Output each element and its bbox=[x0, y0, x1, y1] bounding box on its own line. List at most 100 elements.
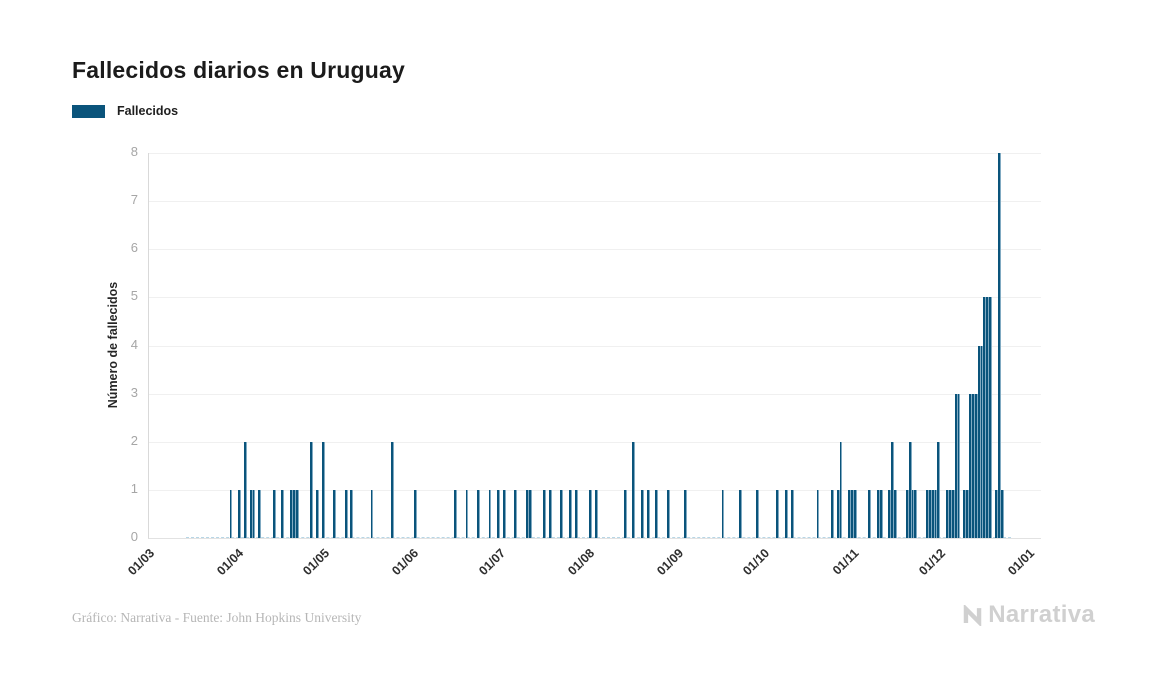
bar-day-168[interactable] bbox=[632, 441, 636, 538]
bar-day-288[interactable] bbox=[977, 345, 981, 538]
bar-day-259[interactable] bbox=[894, 489, 898, 538]
bar-day-165[interactable] bbox=[623, 489, 627, 538]
bar-day-155[interactable] bbox=[595, 489, 598, 538]
bar-day-223[interactable] bbox=[790, 489, 794, 538]
bar-day-131[interactable] bbox=[525, 489, 529, 538]
bar-day-153[interactable] bbox=[589, 489, 593, 538]
bar-day-132[interactable] bbox=[528, 489, 532, 538]
bar-day-50[interactable] bbox=[292, 489, 296, 538]
bar-day-137[interactable] bbox=[543, 489, 547, 538]
bar-day-244[interactable] bbox=[851, 489, 854, 538]
bar-day-264[interactable] bbox=[908, 441, 912, 538]
bar-day-239[interactable] bbox=[836, 489, 840, 538]
bar-day-289[interactable] bbox=[980, 345, 984, 538]
bar-day-257[interactable] bbox=[888, 489, 892, 538]
bar-day-278[interactable] bbox=[948, 489, 952, 538]
bar-day-64[interactable] bbox=[333, 489, 337, 538]
bar-day-291[interactable] bbox=[986, 297, 990, 538]
source-credit: Gráfico: Narrativa - Fuente: John Hopkin… bbox=[72, 610, 362, 625]
bar-day-114[interactable] bbox=[477, 489, 480, 538]
bar-day-243[interactable] bbox=[848, 489, 852, 538]
bar-day-266[interactable] bbox=[914, 489, 918, 538]
bar-day-295[interactable] bbox=[997, 153, 1001, 538]
bar-day-272[interactable] bbox=[931, 489, 935, 538]
bar-day-43[interactable] bbox=[272, 489, 276, 538]
bar-day-286[interactable] bbox=[971, 393, 975, 538]
bar-day-273[interactable] bbox=[934, 489, 938, 538]
bar-day-263[interactable] bbox=[905, 489, 909, 538]
bar-day-274[interactable] bbox=[937, 441, 941, 538]
bar-day-245[interactable] bbox=[853, 489, 857, 538]
bar-day-290[interactable] bbox=[983, 297, 987, 538]
bar-day-237[interactable] bbox=[830, 489, 834, 538]
bar-day-280[interactable] bbox=[954, 393, 958, 538]
bar-day-281[interactable] bbox=[957, 393, 961, 538]
bar-day-33[interactable] bbox=[243, 441, 247, 538]
bar-day-146[interactable] bbox=[569, 489, 572, 538]
bar-day-199[interactable] bbox=[721, 489, 725, 538]
bar-day-35[interactable] bbox=[249, 489, 253, 538]
bar-day-68[interactable] bbox=[344, 489, 348, 538]
bar-day-277[interactable] bbox=[946, 489, 949, 538]
bar-day-28[interactable] bbox=[229, 489, 233, 538]
bar-day-186[interactable] bbox=[684, 489, 688, 538]
y-tick-label-7: 7 bbox=[130, 192, 138, 208]
bar-day-240[interactable] bbox=[839, 441, 843, 538]
bar-day-70[interactable] bbox=[350, 489, 354, 538]
bar-day-279[interactable] bbox=[951, 489, 955, 538]
bar-day-77[interactable] bbox=[370, 489, 374, 538]
bar-day-46[interactable] bbox=[281, 489, 285, 538]
bar-day-143[interactable] bbox=[560, 489, 564, 538]
bar-day-284[interactable] bbox=[966, 489, 970, 538]
bar-day-121[interactable] bbox=[497, 489, 501, 538]
bar-day-254[interactable] bbox=[879, 489, 883, 538]
gridline-y7 bbox=[149, 201, 1041, 203]
bar-day-56[interactable] bbox=[310, 441, 313, 538]
bar-day-296[interactable] bbox=[1000, 489, 1004, 538]
bar-day-287[interactable] bbox=[974, 393, 978, 538]
x-tick-label-01-10: 01/10 bbox=[740, 546, 773, 579]
bar-day-60[interactable] bbox=[321, 441, 325, 538]
bar-day-118[interactable] bbox=[488, 489, 492, 538]
narrativa-logo: Narrativa bbox=[962, 601, 1095, 629]
bar-day-283[interactable] bbox=[963, 489, 967, 538]
x-axis-tick-labels: 01/03 01/04 01/05 01/06 01/07 01/08 01/09 01/10… bbox=[125, 544, 1040, 596]
bar-day-84[interactable] bbox=[390, 441, 394, 538]
bar-day-123[interactable] bbox=[502, 489, 506, 538]
bar-day-265[interactable] bbox=[911, 489, 915, 538]
bar-day-292[interactable] bbox=[989, 297, 993, 538]
bar-day-232[interactable] bbox=[816, 489, 820, 538]
bar-day-51[interactable] bbox=[295, 489, 299, 538]
bar-day-36[interactable] bbox=[252, 489, 256, 538]
bar-day-271[interactable] bbox=[928, 489, 932, 538]
bar-day-218[interactable] bbox=[776, 489, 780, 538]
bar-day-92[interactable] bbox=[413, 489, 417, 538]
bar-day-258[interactable] bbox=[891, 441, 895, 538]
x-tick-label-01-06: 01/06 bbox=[389, 546, 422, 579]
bar-day-250[interactable] bbox=[868, 489, 872, 538]
bar-day-221[interactable] bbox=[784, 489, 788, 538]
bar-day-173[interactable] bbox=[646, 489, 650, 538]
bar-day-110[interactable] bbox=[465, 489, 469, 538]
x-tick-label-01-12: 01/12 bbox=[916, 546, 949, 579]
bar-day-294[interactable] bbox=[994, 489, 998, 538]
bar-day-38[interactable] bbox=[258, 489, 262, 538]
bar-day-49[interactable] bbox=[289, 489, 293, 538]
bar-day-205[interactable] bbox=[738, 489, 742, 538]
bar-day-106[interactable] bbox=[454, 489, 457, 538]
bar-day-253[interactable] bbox=[876, 489, 880, 538]
legend: Fallecidos bbox=[72, 104, 178, 118]
bar-day-270[interactable] bbox=[925, 489, 929, 538]
bar-day-127[interactable] bbox=[514, 489, 518, 538]
bar-day-148[interactable] bbox=[574, 489, 578, 538]
bar-day-285[interactable] bbox=[969, 393, 972, 538]
bar-day-58[interactable] bbox=[315, 489, 319, 538]
x-tick-label-01-08: 01/08 bbox=[565, 546, 598, 579]
bar-day-176[interactable] bbox=[655, 489, 659, 538]
bar-day-139[interactable] bbox=[548, 489, 552, 538]
bar-day-180[interactable] bbox=[666, 489, 670, 538]
bar-day-171[interactable] bbox=[641, 489, 644, 538]
bar-day-31[interactable] bbox=[238, 489, 242, 538]
bar-day-211[interactable] bbox=[756, 489, 759, 538]
